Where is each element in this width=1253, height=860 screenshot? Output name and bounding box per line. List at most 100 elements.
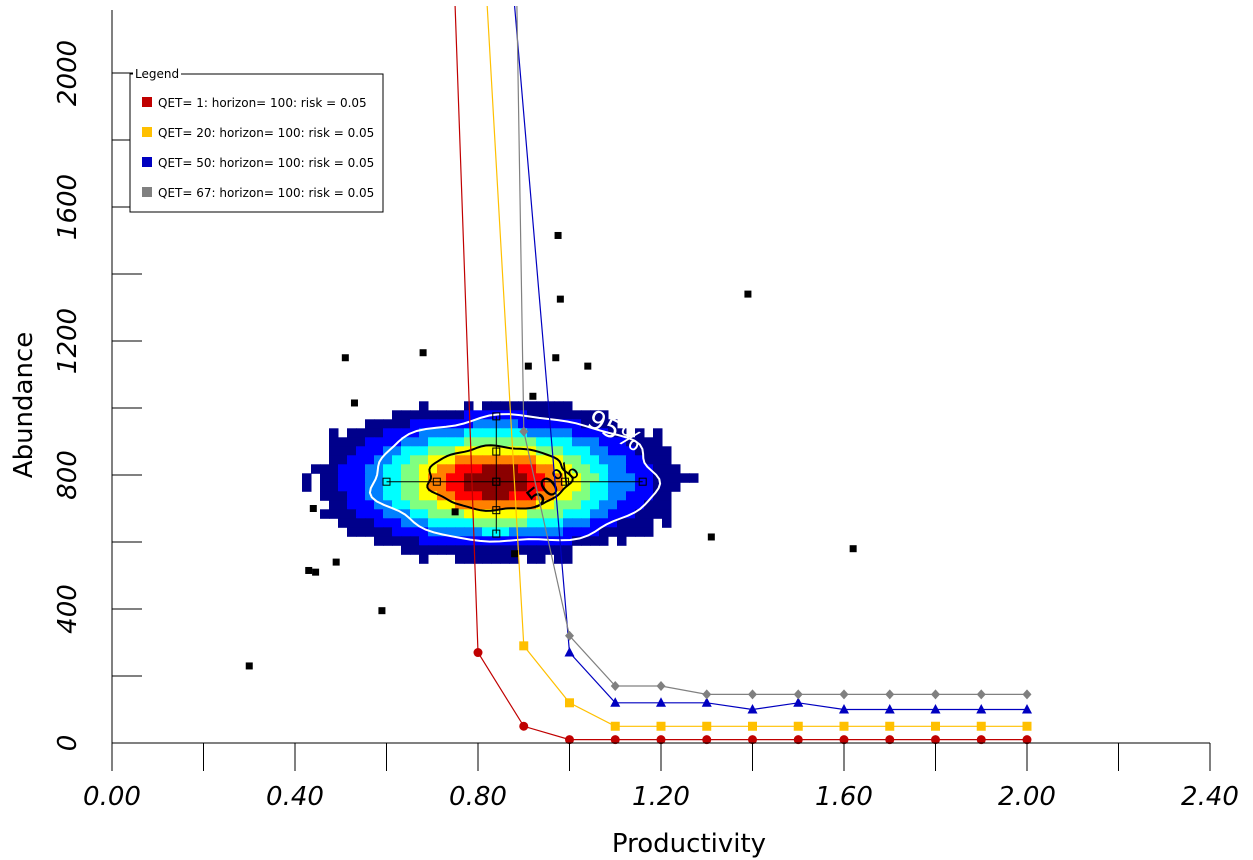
heatmap-cell xyxy=(554,446,564,456)
heatmap-cell xyxy=(545,518,555,528)
heatmap-cell xyxy=(527,428,537,438)
heatmap-cell xyxy=(392,410,402,420)
heatmap-cell xyxy=(329,428,339,438)
heatmap-cell xyxy=(473,455,483,465)
heatmap-cell xyxy=(491,428,501,438)
heatmap-cell xyxy=(527,401,537,411)
heatmap-cell xyxy=(482,428,492,438)
heatmap-cell xyxy=(383,536,393,546)
heatmap-cell xyxy=(464,527,474,537)
heatmap-cell xyxy=(590,428,600,438)
heatmap-cell xyxy=(572,473,582,483)
heatmap-cell xyxy=(545,464,555,474)
heatmap-cell xyxy=(338,509,348,519)
point-marker xyxy=(839,735,849,745)
heatmap-cell xyxy=(581,446,591,456)
heatmap-cell xyxy=(374,446,384,456)
heatmap-cell xyxy=(662,482,672,492)
heatmap-cell xyxy=(617,509,627,519)
heatmap-cell xyxy=(554,491,564,501)
heatmap-cell xyxy=(590,536,600,546)
scatter-point xyxy=(378,607,386,615)
heatmap-cell xyxy=(644,491,654,501)
heatmap-cell xyxy=(338,464,348,474)
heatmap-cell xyxy=(419,509,429,519)
heatmap-cell xyxy=(599,419,609,429)
heatmap-cell xyxy=(446,446,456,456)
heatmap-cell xyxy=(338,446,348,456)
heatmap-cell xyxy=(392,473,402,483)
point-marker xyxy=(885,689,895,700)
heatmap-cell xyxy=(482,482,492,492)
heatmap-cell xyxy=(428,509,438,519)
heatmap-cell xyxy=(509,437,519,447)
heatmap-cell xyxy=(572,518,582,528)
point-marker xyxy=(976,721,986,731)
heatmap-cell xyxy=(509,500,519,510)
heatmap-cell xyxy=(437,419,447,429)
heatmap-cell xyxy=(491,527,501,537)
heatmap-cell xyxy=(455,509,465,519)
point-marker xyxy=(565,698,574,708)
heatmap-cell xyxy=(392,536,402,546)
point-marker xyxy=(610,735,620,745)
heatmap-cell xyxy=(491,482,501,492)
heatmap-cell xyxy=(581,536,591,546)
heatmap-cell xyxy=(509,545,519,555)
heatmap-cell xyxy=(446,473,456,483)
heatmap-cell xyxy=(428,518,438,528)
scatter-points xyxy=(245,231,857,670)
heatmap-cell xyxy=(473,473,483,483)
heatmap-cell xyxy=(599,491,609,501)
heatmap-cell xyxy=(365,419,375,429)
heatmap-cell xyxy=(554,401,564,411)
heatmap-cell xyxy=(500,473,510,483)
heatmap-cell xyxy=(500,491,510,501)
legend-swatch xyxy=(142,127,152,137)
heatmap-cell xyxy=(581,428,591,438)
scatter-point xyxy=(556,295,564,303)
heatmap-cell xyxy=(410,527,420,537)
scatter-point xyxy=(529,392,537,400)
heatmap-cell xyxy=(437,527,447,537)
heatmap-cell xyxy=(644,437,654,447)
heatmap-cell xyxy=(365,482,375,492)
heatmap-cell xyxy=(617,491,627,501)
heatmap-cell xyxy=(536,518,546,528)
heatmap-cell xyxy=(356,428,366,438)
heatmap-cell xyxy=(401,500,411,510)
point-marker xyxy=(1022,735,1032,745)
heatmap-cell xyxy=(599,500,609,510)
heatmap-cell xyxy=(590,455,600,465)
heatmap-cell xyxy=(401,536,411,546)
heatmap-cell xyxy=(689,473,699,483)
heatmap-cell xyxy=(401,518,411,528)
heatmap-cell xyxy=(545,437,555,447)
heatmap-cell xyxy=(599,410,609,420)
heatmap-cell xyxy=(428,500,438,510)
point-marker xyxy=(793,735,803,745)
heatmap-cell xyxy=(473,482,483,492)
heatmap-cell xyxy=(401,446,411,456)
heatmap-cell xyxy=(383,527,393,537)
heatmap-cell xyxy=(419,473,429,483)
contour-50 xyxy=(426,444,574,512)
legend-box xyxy=(129,73,384,213)
heatmap-cell xyxy=(401,437,411,447)
heatmap-cell xyxy=(563,509,573,519)
heatmap-cell xyxy=(374,419,384,429)
heatmap-cell xyxy=(464,545,474,555)
heatmap-cell xyxy=(419,419,429,429)
heatmap-cell xyxy=(464,428,474,438)
heatmap-cell xyxy=(392,509,402,519)
heatmap-cell xyxy=(446,536,456,546)
heatmap-cell xyxy=(626,437,636,447)
heatmap-cell xyxy=(410,428,420,438)
series-1 xyxy=(486,5,1032,731)
scatter-point xyxy=(707,533,715,541)
point-marker xyxy=(793,697,804,707)
heatmap-cell xyxy=(635,455,645,465)
heatmap-cell xyxy=(554,419,564,429)
heatmap-cell xyxy=(644,527,654,537)
